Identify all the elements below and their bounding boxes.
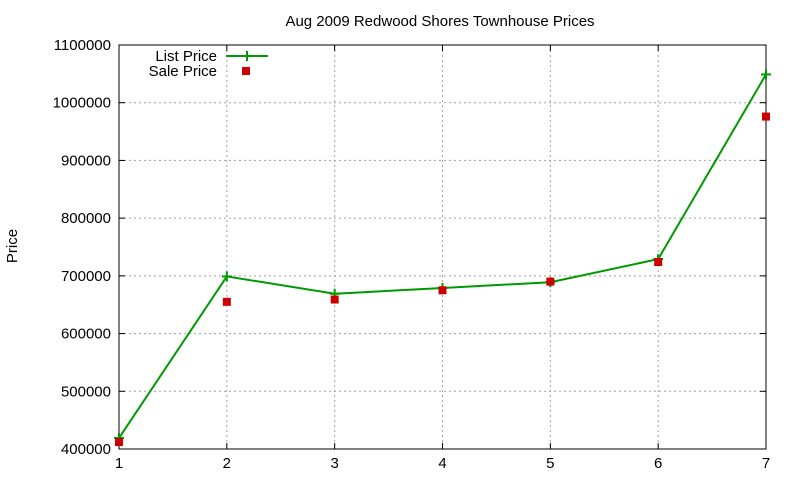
x-tick-label: 4 [438,455,446,472]
sale-price-point [222,297,231,306]
x-tick-label: 3 [330,455,338,472]
sale-price-point [654,258,663,267]
sale-price-point [115,438,123,447]
legend-marker-list-price [242,51,252,61]
sale-price-point [438,286,447,295]
legend-label-sale-price: Sale Price [149,63,217,80]
grid-layer [119,45,766,449]
list-price-point [761,69,771,80]
x-tick-label: 1 [115,455,123,472]
sale-price-point [330,295,339,304]
y-tick-label: 800000 [61,210,111,227]
chart-title: Aug 2009 Redwood Shores Townhouse Prices [285,13,594,30]
y-tick-label: 700000 [61,268,111,285]
sale-price-point [546,277,555,286]
legend: List Price Sale Price [149,48,268,80]
series-layer [114,69,771,447]
legend-label-list-price: List Price [155,48,217,65]
x-tick-label: 6 [654,455,662,472]
list-price-point [221,271,232,282]
y-axis-label: Price [4,229,21,263]
y-tick-label: 1100000 [54,37,111,54]
tick-layer: 1 2 3 4 5 6 7 400000 500000 600000 700000 800000 900… [53,37,771,472]
x-tick-label: 5 [546,455,554,472]
y-tick-label: 500000 [61,383,111,400]
y-tick-label: 900000 [61,152,111,169]
y-tick-label: 400000 [61,441,111,458]
legend-marker-sale-price [242,67,250,75]
y-tick-label: 600000 [61,326,111,343]
x-tick-label: 7 [762,455,770,472]
y-tick-label: 1000000 [53,95,111,112]
sale-price-point [762,112,770,121]
x-tick-label: 2 [223,455,231,472]
